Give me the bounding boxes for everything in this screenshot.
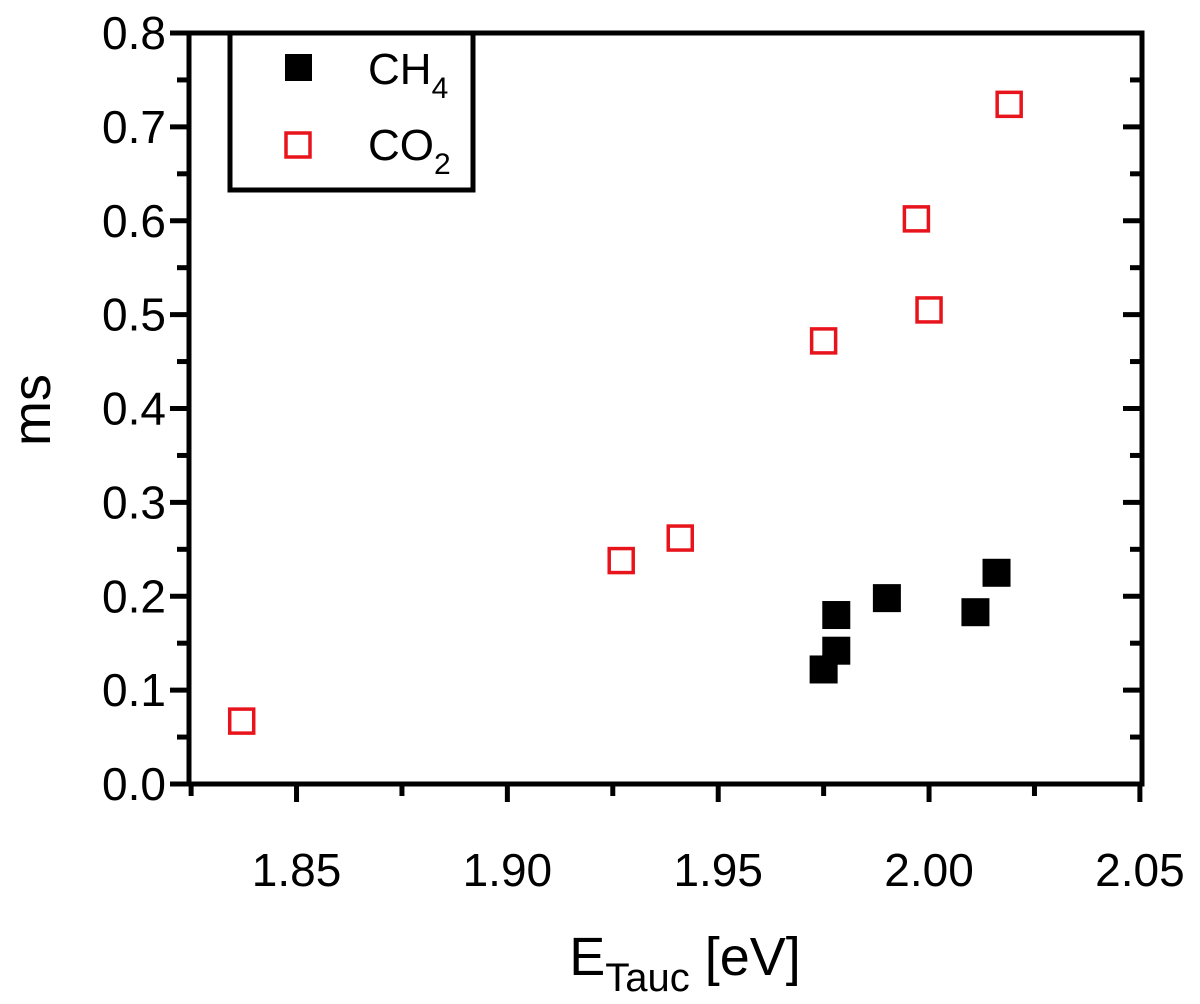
point-co2 — [809, 327, 838, 355]
legend-label-co2: CO2 — [368, 121, 451, 181]
y-tick-label: 0.8 — [102, 7, 166, 59]
point-co2 — [227, 707, 256, 735]
x-axis-label-sub: Tauc — [605, 956, 690, 1000]
x-tick-label: 1.95 — [673, 844, 763, 896]
y-tick-label: 0.5 — [102, 289, 166, 341]
point-ch4 — [822, 636, 851, 665]
point-co2 — [995, 90, 1023, 119]
point-ch4 — [872, 584, 901, 613]
y-tick-label: 0.7 — [102, 101, 166, 153]
plot-frame — [186, 30, 1145, 787]
x-tick-label: 2.05 — [1095, 844, 1185, 896]
point-ch4 — [961, 598, 990, 627]
point-co2 — [915, 296, 943, 324]
y-tick-label: 0.2 — [102, 570, 166, 622]
legend-marker-ch4 — [285, 54, 312, 81]
legend-label-ch4: CH4 — [368, 45, 448, 105]
x-axis-label-main: E — [569, 927, 605, 987]
y-tick-label: 0.3 — [102, 476, 166, 528]
point-co2 — [902, 205, 931, 233]
point-ch4 — [982, 558, 1011, 587]
x-axis-label-suffix: [eV] — [690, 927, 801, 987]
point-co2 — [607, 546, 635, 575]
legend-label-co2-sub: 2 — [434, 148, 451, 181]
y-axis-label: ms — [2, 374, 62, 446]
legend-marker-co2 — [284, 131, 312, 159]
y-tick-label: 0.1 — [102, 664, 166, 716]
x-tick-label: 2.00 — [884, 844, 974, 896]
x-tick-label: 1.85 — [252, 844, 342, 896]
x-tick-label: 1.90 — [463, 844, 553, 896]
point-co2 — [666, 524, 695, 552]
y-tick-label: 0.4 — [102, 383, 166, 435]
y-tick-label: 0.0 — [102, 758, 166, 810]
legend-box — [227, 30, 476, 193]
points-layer — [227, 90, 1023, 735]
legend: CH4 CO2 — [227, 30, 476, 193]
x-axis-label: ETauc [eV] — [569, 927, 801, 1000]
legend-label-co2-main: CO — [368, 121, 434, 170]
ticks-layer: 1.85 1.90 1.95 2.00 2.05 0.0 0.1 0.2 0.3 0.4 0.5 0.… — [102, 7, 1185, 896]
y-tick-label: 0.6 — [102, 195, 166, 247]
point-ch4 — [822, 601, 851, 630]
legend-label-ch4-main: CH — [368, 45, 432, 94]
legend-label-ch4-sub: 4 — [432, 72, 449, 105]
